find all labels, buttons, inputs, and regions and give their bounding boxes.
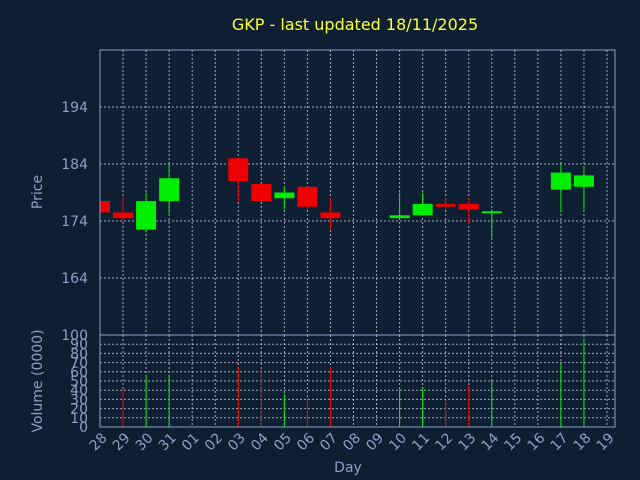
price-tick-label: 174 xyxy=(61,214,88,230)
volume-bars xyxy=(122,338,585,427)
x-tick-label: 01 xyxy=(179,430,203,454)
x-tick-label: 09 xyxy=(363,430,387,454)
candle-body xyxy=(389,215,410,219)
volume-panel-frame xyxy=(99,334,616,428)
candle-body xyxy=(159,178,180,202)
candle-body xyxy=(573,175,594,187)
x-axis-label: Day xyxy=(334,460,362,476)
chart-title: GKP - last updated 18/11/2025 xyxy=(232,15,478,34)
x-tick-label: 15 xyxy=(502,430,526,454)
price-tick-label: 164 xyxy=(61,271,88,287)
candle-body xyxy=(458,203,479,210)
candle-body xyxy=(274,192,295,199)
x-tick-label: 05 xyxy=(271,430,295,454)
candle-body xyxy=(412,203,433,216)
x-tick-label: 11 xyxy=(409,430,433,454)
candle-body xyxy=(100,201,110,213)
x-tick-label: 08 xyxy=(340,430,364,454)
x-tick-label: 06 xyxy=(294,430,318,454)
x-tick-label: 13 xyxy=(455,430,479,454)
volume-tick-label: 100 xyxy=(61,328,88,344)
x-tick-label: 14 xyxy=(478,430,502,454)
candle-body xyxy=(297,186,318,207)
x-tick-label: 30 xyxy=(133,430,157,454)
x-tick-label: 04 xyxy=(248,430,272,454)
volume-tick-label: 90 xyxy=(70,337,88,353)
volume-tick-label: 40 xyxy=(70,383,88,399)
x-tick-label: 10 xyxy=(386,430,410,454)
volume-tick-label: 0 xyxy=(79,420,88,436)
candle-body xyxy=(136,201,157,230)
candle-body xyxy=(113,212,134,219)
volume-tick-label: 60 xyxy=(70,365,88,381)
x-tick-label: 07 xyxy=(317,430,341,454)
candle-body xyxy=(550,172,571,190)
price-axis-label: Price xyxy=(30,175,46,209)
x-tick-label: 29 xyxy=(110,430,134,454)
x-axis-ticks: 28 29 30 31 01 02 03 04 05 06 07 08 09 10 11 12 13 14 15 16… xyxy=(87,430,618,454)
x-tick-label: 31 xyxy=(156,430,180,454)
candle-body xyxy=(435,203,456,207)
volume-tick-label: 80 xyxy=(70,346,88,362)
price-tick-label: 194 xyxy=(61,100,88,116)
volume-tick-label: 50 xyxy=(70,374,88,390)
volume-tick-label: 70 xyxy=(70,356,88,372)
volume-axis-label: Volume (0000) xyxy=(30,329,46,432)
x-tick-label: 12 xyxy=(432,430,456,454)
candle-body xyxy=(320,212,341,219)
volume-gridlines xyxy=(100,335,615,427)
x-tick-label: 16 xyxy=(525,430,549,454)
volume-tick-label: 30 xyxy=(70,392,88,408)
x-tick-label: 03 xyxy=(225,430,249,454)
price-tick-label: 184 xyxy=(61,157,88,173)
volume-tick-label: 20 xyxy=(70,402,88,418)
x-tick-label: 19 xyxy=(594,430,618,454)
price-gridlines xyxy=(100,50,615,335)
x-tick-label: 28 xyxy=(87,430,111,454)
candle-body xyxy=(481,211,502,214)
price-candles xyxy=(99,158,594,239)
volume-tick-label: 10 xyxy=(70,411,88,427)
candle-body xyxy=(228,158,249,182)
x-tick-label: 18 xyxy=(571,430,595,454)
candle-body xyxy=(251,183,272,202)
price-axis-ticks: 164 174 184 194 xyxy=(61,100,88,287)
x-tick-label: 02 xyxy=(202,430,226,454)
x-tick-label: 17 xyxy=(548,430,572,454)
